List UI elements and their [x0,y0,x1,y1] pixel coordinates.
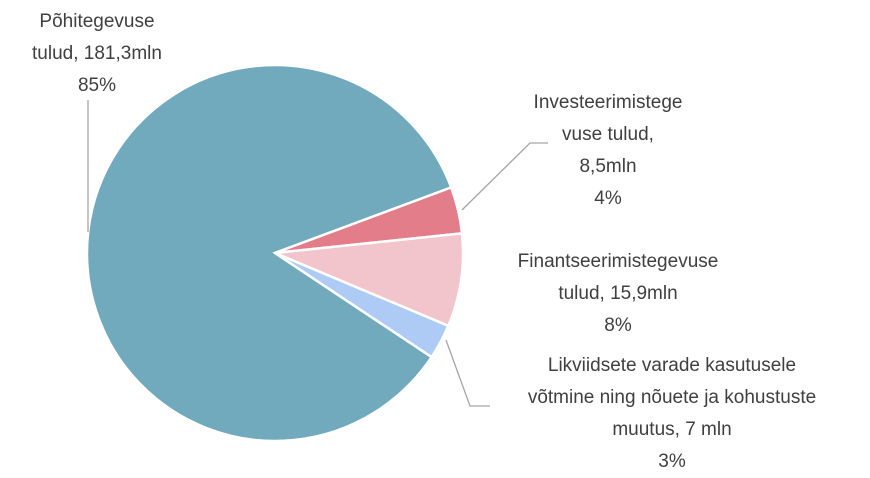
slice-percent: 8% [604,315,632,336]
leader-line [445,339,490,407]
slice-label: Finantseerimistegevuse [518,251,719,272]
leader-line [461,142,548,211]
pie-slice [274,231,465,328]
slice-label: tulud, 15,9mln [558,283,677,304]
slice-label: muutus, 7 mln [612,419,731,440]
slice-label: vuse tulud, [562,124,654,145]
slice-label: Likviidsete varade kasutusele [548,355,796,376]
slice-percent: 3% [658,451,686,472]
pie-slice [274,251,450,359]
slice-percent: 4% [594,188,622,209]
slice-percent: 85% [78,75,116,96]
slice-label: 8,5mln [579,156,636,177]
slice-label: võtmine ning nõuete ja kohustuste [528,387,816,408]
slice-label: Investeerimistege [534,92,683,113]
slice-label: Põhitegevuse [39,11,154,32]
slice-label: tulud, 181,3mln [32,43,162,64]
